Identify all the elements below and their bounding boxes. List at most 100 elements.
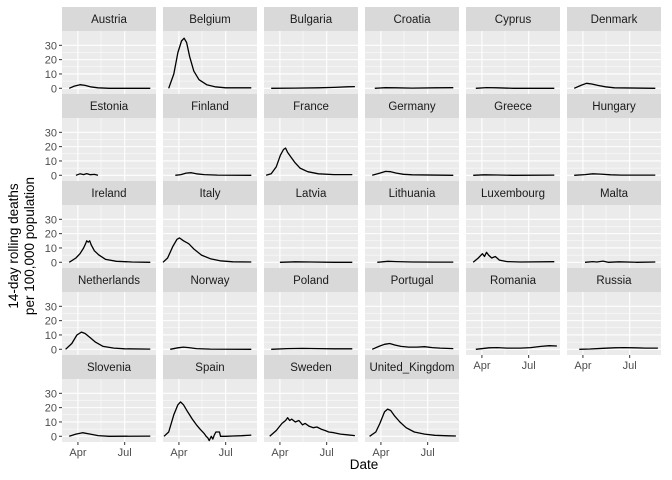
strip-sweden: [264, 355, 358, 379]
y-tick-label: 30: [45, 388, 57, 400]
strip-cyprus: [466, 7, 560, 31]
series-line-croatia: [374, 87, 454, 89]
strip-luxembourg: [466, 181, 560, 205]
panel-russia: [567, 292, 661, 355]
facet-finland: Finland: [163, 94, 257, 181]
facet-greece: Greece: [466, 94, 560, 181]
series-line-greece: [473, 174, 555, 176]
facet-russia: Russia: [567, 268, 661, 355]
strip-greece: [466, 94, 560, 118]
strip-label-france: France: [293, 101, 329, 113]
panel-croatia: [365, 31, 459, 94]
facet-germany: Germany: [365, 94, 459, 181]
x-tick-label: Apr: [574, 360, 591, 372]
facet-belgium: Belgium: [163, 7, 257, 94]
strip-label-latvia: Latvia: [296, 188, 327, 200]
series-line-lithuania: [377, 260, 454, 263]
series-line-malta: [584, 260, 656, 263]
facet-romania: Romania: [466, 268, 560, 355]
strip-italy: [163, 181, 257, 205]
panel-portugal: [365, 292, 459, 355]
panel-lithuania: [365, 205, 459, 268]
panel-united-kingdom: [365, 379, 459, 442]
strip-label-greece: Greece: [494, 101, 532, 113]
strip-label-netherlands: Netherlands: [78, 275, 140, 287]
facet-italy: Italy: [162, 181, 257, 268]
strip-label-poland: Poland: [293, 275, 329, 287]
strip-label-austria: Austria: [91, 14, 127, 26]
panel-belgium: [163, 31, 257, 94]
series-line-finland: [175, 172, 252, 176]
series-line-hungary: [574, 173, 656, 176]
strip-denmark: [567, 7, 661, 31]
strip-label-italy: Italy: [199, 188, 220, 200]
series-line-estonia: [75, 172, 99, 176]
strip-estonia: [62, 94, 156, 118]
strip-poland: [264, 268, 358, 292]
facet-latvia: Latvia: [264, 181, 358, 268]
y-tick-label: 10: [45, 69, 57, 81]
strip-united-kingdom: [365, 355, 459, 379]
strip-romania: [466, 268, 560, 292]
strip-label-russia: Russia: [596, 275, 632, 287]
panel-cyprus: [466, 31, 560, 94]
x-tick-label: Apr: [473, 360, 490, 372]
y-tick-label: 30: [45, 214, 57, 226]
strip-france: [264, 94, 358, 118]
panel-norway: [163, 292, 257, 355]
panel-denmark: [567, 31, 661, 94]
strip-label-denmark: Denmark: [591, 14, 638, 26]
strip-label-united-kingdom: United_Kingdom: [369, 362, 454, 374]
series-line-spain: [163, 401, 252, 442]
strip-label-bulgaria: Bulgaria: [290, 14, 333, 26]
strip-spain: [163, 355, 257, 379]
strip-label-estonia: Estonia: [90, 101, 129, 113]
facet-bulgaria: Bulgaria: [264, 7, 358, 94]
y-tick-label: 20: [45, 403, 57, 415]
x-tick-label: Jul: [623, 360, 637, 372]
facet-luxembourg: Luxembourg: [466, 181, 560, 268]
facet-slovenia: Slovenia: [62, 355, 156, 442]
y-tick-label: 30: [45, 127, 57, 139]
series-line-ireland: [68, 240, 151, 263]
strip-ireland: [62, 181, 156, 205]
strip-label-ireland: Ireland: [91, 188, 126, 200]
series-line-russia: [579, 346, 658, 350]
series-line-netherlands: [65, 331, 151, 350]
facet-france: France: [264, 94, 358, 181]
panel-netherlands: [62, 292, 156, 355]
panel-germany: [365, 118, 459, 181]
y-tick-label: 20: [45, 316, 57, 328]
series-line-germany: [372, 170, 454, 176]
series-line-denmark: [573, 82, 656, 89]
y-tick-label: 10: [45, 417, 57, 429]
series-line-luxembourg: [472, 251, 555, 263]
facet-cyprus: Cyprus: [466, 7, 560, 94]
facet-austria: Austria: [62, 7, 156, 94]
strip-austria: [62, 7, 156, 31]
panel-luxembourg: [466, 205, 560, 268]
y-axis-title-line-2: per 100,000 population: [22, 177, 37, 315]
y-tick-label: 0: [51, 83, 57, 95]
strip-label-luxembourg: Luxembourg: [481, 188, 545, 200]
strip-label-hungary: Hungary: [592, 101, 636, 113]
facet-estonia: Estonia: [62, 94, 156, 181]
panel-latvia: [264, 205, 358, 268]
strip-belgium: [163, 7, 257, 31]
x-tick-labels: Apr Jul Apr Jul Apr Jul Apr Jul Apr Jul Apr Jul: [69, 355, 637, 459]
y-tick-label: 20: [45, 55, 57, 67]
series-line-latvia: [279, 261, 353, 263]
series-line-norway: [170, 346, 252, 350]
strip-lithuania: [365, 181, 459, 205]
y-tick-label: 0: [51, 344, 57, 356]
strip-malta: [567, 181, 661, 205]
series-line-belgium: [168, 37, 252, 89]
panel-slovenia: [62, 379, 156, 442]
facet-hungary: Hungary: [567, 94, 661, 181]
strip-russia: [567, 268, 661, 292]
strip-latvia: [264, 181, 358, 205]
x-tick-label: Jul: [320, 447, 334, 459]
facet-sweden: Sweden: [264, 355, 358, 442]
strip-croatia: [365, 7, 459, 31]
facet-portugal: Portugal: [365, 268, 459, 355]
